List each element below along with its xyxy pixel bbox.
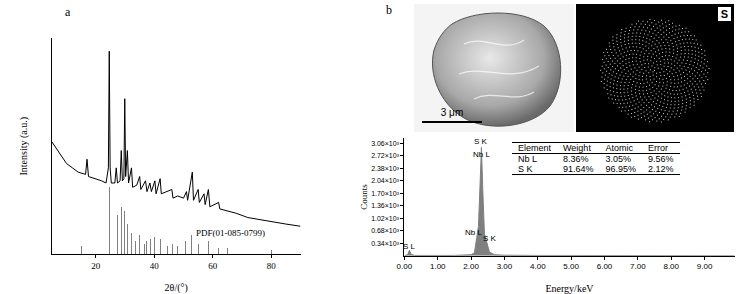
svg-text:PDF(01-085-0799): PDF(01-085-0799) xyxy=(196,228,265,238)
html-text:96.95%: 96.95% xyxy=(605,164,637,174)
svg-text:1.70×10³: 1.70×10³ xyxy=(371,190,399,197)
svg-text:0.68×10³: 0.68×10³ xyxy=(371,227,399,234)
svg-text:2.38×10³: 2.38×10³ xyxy=(371,165,399,172)
svg-text:4.00: 4.00 xyxy=(530,262,546,271)
html-text:3.05%: 3.05% xyxy=(605,154,632,164)
svg-text:3 μm: 3 μm xyxy=(441,107,463,118)
html-text:2.12%: 2.12% xyxy=(648,164,674,174)
svg-text:3.06×10³: 3.06×10³ xyxy=(371,140,399,147)
svg-text:1.36×10³: 1.36×10³ xyxy=(371,202,399,209)
svg-text:20: 20 xyxy=(91,261,101,271)
svg-text:S K: S K xyxy=(483,234,497,243)
svg-text:Intensity (a.u.): Intensity (a.u.) xyxy=(18,117,30,176)
svg-text:0.34×10³: 0.34×10³ xyxy=(371,240,399,247)
svg-text:a: a xyxy=(65,5,71,19)
svg-text:1.00: 1.00 xyxy=(430,262,446,271)
html-text:Element: Element xyxy=(518,143,551,153)
svg-text:2.04×10³: 2.04×10³ xyxy=(371,177,399,184)
svg-text:7.00: 7.00 xyxy=(630,262,646,271)
svg-text:80: 80 xyxy=(267,261,277,271)
svg-text:Nb L: Nb L xyxy=(465,228,482,237)
html-text:8.36%: 8.36% xyxy=(563,154,589,164)
svg-text:6.00: 6.00 xyxy=(597,262,613,271)
svg-text:1.02×10³: 1.02×10³ xyxy=(371,215,399,222)
svg-text:b: b xyxy=(386,3,392,17)
html-text:S K: S K xyxy=(518,164,533,174)
svg-text:Nb L: Nb L xyxy=(473,150,490,159)
svg-text:S K: S K xyxy=(474,137,488,146)
html-text:9.56%: 9.56% xyxy=(648,154,674,164)
svg-text:40: 40 xyxy=(150,261,160,271)
svg-text:2.00: 2.00 xyxy=(463,262,479,271)
svg-text:8.00: 8.00 xyxy=(663,262,679,271)
svg-text:Energy/keV: Energy/keV xyxy=(545,283,594,294)
svg-text:0.00: 0.00 xyxy=(397,262,413,271)
svg-text:5.00: 5.00 xyxy=(563,262,579,271)
svg-text:9.00: 9.00 xyxy=(697,262,713,271)
svg-text:S L: S L xyxy=(403,242,416,251)
html-text:Error: Error xyxy=(648,143,669,153)
html-text:Weight: Weight xyxy=(563,143,591,153)
svg-text:60: 60 xyxy=(208,261,218,271)
html-text:Nb L: Nb L xyxy=(518,154,537,164)
svg-text:3.00: 3.00 xyxy=(497,262,513,271)
html-text:91.64%: 91.64% xyxy=(563,164,594,174)
svg-text:S: S xyxy=(721,8,728,20)
html-text:Atomic: Atomic xyxy=(605,143,634,153)
svg-text:2θ/(°): 2θ/(°) xyxy=(165,282,188,294)
svg-text:Counts: Counts xyxy=(359,184,369,210)
svg-text:2.72×10³: 2.72×10³ xyxy=(371,152,399,159)
